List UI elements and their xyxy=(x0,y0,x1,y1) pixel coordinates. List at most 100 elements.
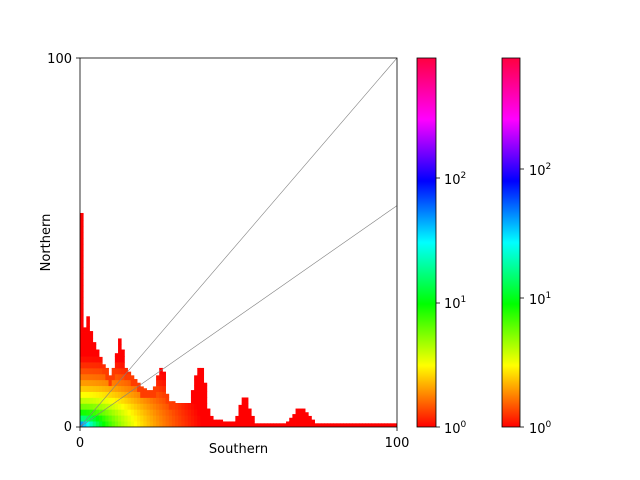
heatmap-cell xyxy=(171,401,176,404)
heatmap-cell xyxy=(114,421,119,427)
heatmap-cell xyxy=(86,415,90,422)
heatmap-cell xyxy=(80,255,84,263)
heatmap-cell xyxy=(127,379,132,387)
heatmap-cell xyxy=(251,421,255,427)
heatmap-cell xyxy=(143,421,147,427)
heatmap-cell xyxy=(80,212,84,215)
heatmap-cell xyxy=(336,423,341,427)
heatmap-cells xyxy=(80,212,397,427)
heatmap-cell xyxy=(308,421,312,427)
heatmap-cell xyxy=(320,423,325,427)
heatmap-cell xyxy=(346,423,350,427)
colorbar-2-gradient xyxy=(502,58,520,427)
heatmap-cell xyxy=(99,367,103,375)
heatmap-cell xyxy=(238,415,243,422)
heatmap-cell xyxy=(118,350,122,357)
heatmap-cell xyxy=(118,356,122,363)
heatmap-cell xyxy=(146,397,151,404)
heatmap-cell xyxy=(99,397,103,404)
heatmap-cell xyxy=(92,373,97,381)
heatmap-cell xyxy=(171,403,176,410)
heatmap-cell xyxy=(111,379,116,387)
heatmap-cell xyxy=(86,338,90,345)
heatmap-cell xyxy=(197,379,201,387)
heatmap-cell xyxy=(159,421,163,427)
heatmap-cell xyxy=(108,397,113,404)
y-tick-label-100: 100 xyxy=(47,52,72,67)
heatmap-cell xyxy=(108,375,113,381)
heatmap-cell xyxy=(197,385,201,392)
heatmap-cell xyxy=(80,297,84,304)
heatmap-cell xyxy=(149,415,154,422)
heatmap-cell xyxy=(111,391,116,398)
heatmap-cell xyxy=(133,409,138,416)
heatmap-cell xyxy=(162,391,166,398)
heatmap-cell xyxy=(152,397,157,404)
heatmap-cell xyxy=(86,397,90,404)
heatmap-cell xyxy=(105,391,109,398)
heatmap-cell xyxy=(152,421,157,427)
heatmap-cell xyxy=(194,421,198,427)
heatmap-cell xyxy=(89,379,94,387)
heatmap-cell xyxy=(114,379,119,387)
heatmap-cell xyxy=(244,403,249,410)
heatmap-cell xyxy=(203,391,208,398)
heatmap-cell xyxy=(127,371,132,375)
heatmap-cell xyxy=(86,409,90,416)
heatmap-cell xyxy=(127,391,132,398)
heatmap-cell xyxy=(124,379,128,387)
heatmap-cell xyxy=(102,379,106,387)
heatmap-cell xyxy=(289,421,293,427)
heatmap-cell xyxy=(92,367,97,375)
heatmap-cell xyxy=(99,403,103,410)
heatmap-cell xyxy=(203,382,208,387)
heatmap-cell xyxy=(200,409,205,416)
heatmap-cell xyxy=(178,421,182,427)
heatmap-cell xyxy=(80,367,84,375)
heatmap-cell xyxy=(95,349,100,351)
heatmap-cell xyxy=(222,421,227,427)
heatmap-cell xyxy=(92,350,97,357)
x-tick-label-0: 0 xyxy=(76,436,84,451)
heatmap-cell xyxy=(105,379,109,387)
heatmap-cell xyxy=(194,385,198,392)
heatmap-cell xyxy=(314,423,319,427)
heatmap-cell xyxy=(102,367,106,375)
heatmap-cell xyxy=(184,421,189,427)
heatmap-cell xyxy=(133,415,138,422)
heatmap-cell xyxy=(114,367,119,375)
heatmap-cell xyxy=(86,373,90,381)
heatmap-cell xyxy=(171,421,176,427)
heatmap-cell xyxy=(244,421,249,427)
heatmap-cell xyxy=(190,421,195,427)
heatmap-cell xyxy=(159,397,163,404)
heatmap-cell xyxy=(127,385,132,392)
heatmap-cell xyxy=(143,388,147,392)
heatmap-cell xyxy=(105,397,109,404)
heatmap-cell xyxy=(140,421,144,427)
heatmap-cell xyxy=(83,415,87,422)
heatmap-cell xyxy=(181,409,186,416)
heatmap-cell xyxy=(162,385,166,392)
heatmap-cell xyxy=(127,397,132,404)
heatmap-cell xyxy=(108,391,113,398)
heatmap-cell xyxy=(80,308,84,316)
heatmap-cell xyxy=(241,397,246,404)
heatmap-cell xyxy=(187,421,192,427)
heatmap-cell xyxy=(114,415,119,422)
heatmap-cell xyxy=(80,285,84,292)
heatmap-cell xyxy=(168,415,173,422)
heatmap-cell xyxy=(238,404,243,410)
heatmap-cell xyxy=(162,409,166,416)
heatmap-cell xyxy=(92,403,97,410)
heatmap-cell xyxy=(124,415,128,422)
heatmap-axes: 0 100 0 100 Southern Northern xyxy=(39,52,409,457)
heatmap-cell xyxy=(181,421,186,427)
heatmap-cell xyxy=(244,397,249,404)
heatmap-cell xyxy=(114,391,119,398)
heatmap-cell xyxy=(146,421,151,427)
heatmap-cell xyxy=(168,401,173,404)
heatmap-cell xyxy=(105,415,109,422)
heatmap-cell xyxy=(244,415,249,422)
heatmap-cell xyxy=(149,421,154,427)
